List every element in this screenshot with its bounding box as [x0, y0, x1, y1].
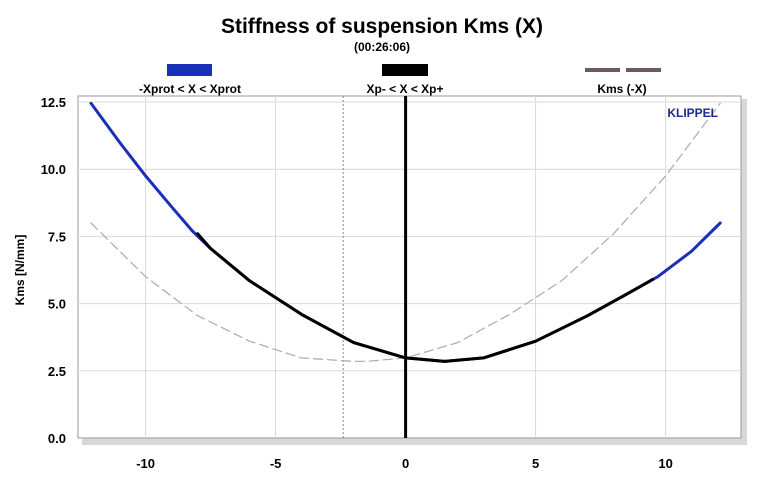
x-tick-label: 0 [402, 456, 409, 471]
reference-lines [342, 96, 408, 438]
x-tick-label: -10 [136, 456, 155, 471]
y-tick-label: 2.5 [48, 364, 66, 379]
chart-subtitle: (00:26:06) [354, 40, 410, 54]
y-tick-label: 0.0 [48, 431, 66, 446]
legend: -Xprot < X < Xprot Xp- < X < Xp+ Kms (-X… [139, 64, 661, 96]
legend-label-xprot: -Xprot < X < Xprot [139, 82, 241, 96]
legend-swatch-xprot [167, 64, 212, 76]
x-tick-label: -5 [270, 456, 282, 471]
legend-swatch-xp [382, 64, 428, 76]
x-axis-ticks: -10 -5 0 5 10 [136, 456, 673, 471]
y-tick-label: 7.5 [48, 229, 66, 244]
brand-label: KLIPPEL [667, 106, 718, 120]
legend-label-xp: Xp- < X < Xp+ [366, 82, 443, 96]
plot-area [77, 95, 742, 439]
y-tick-label: 5.0 [48, 297, 66, 312]
series-line-kms-neg [90, 102, 721, 363]
legend-label-kms-neg: Kms (-X) [597, 82, 646, 96]
series-line-xp [196, 232, 655, 363]
y-axis-label: Kms [N/mm] [13, 235, 27, 306]
chart-title: Stiffness of suspension Kms (X) [221, 15, 543, 38]
x-tick-label: 10 [658, 456, 672, 471]
grid [78, 96, 741, 438]
y-tick-label: 12.5 [41, 95, 66, 110]
x-tick-label: 5 [532, 456, 539, 471]
y-axis-ticks: 0.0 2.5 5.0 7.5 10.0 12.5 [41, 95, 66, 446]
y-tick-label: 10.0 [41, 162, 66, 177]
series-lines [89, 101, 722, 363]
